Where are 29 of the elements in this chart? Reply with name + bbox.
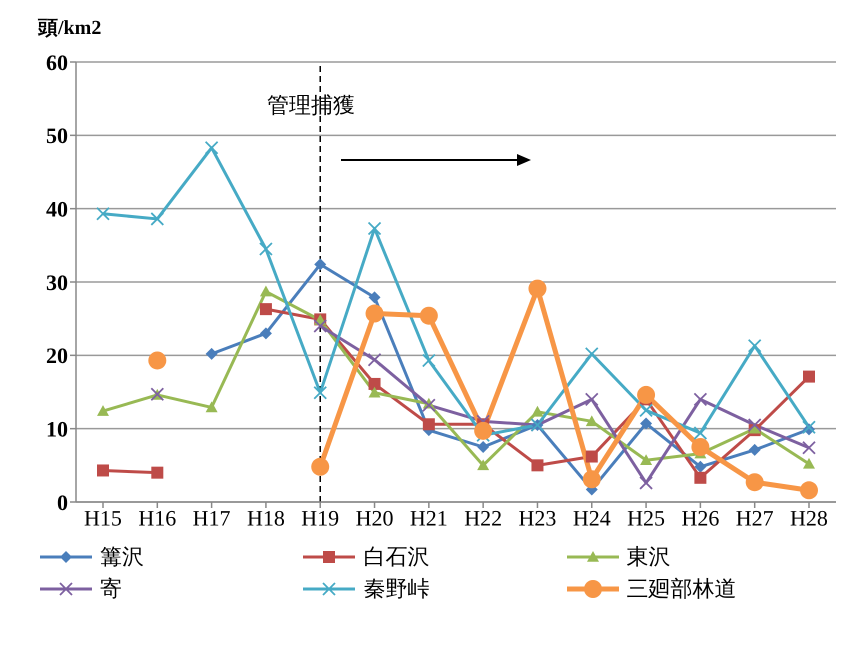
y-tick-label: 0 <box>57 490 68 515</box>
x-tick-label: H21 <box>410 506 448 531</box>
x-tick-label: H19 <box>301 506 340 531</box>
legend-label: 篝沢 <box>100 544 144 572</box>
x-tick-label: H17 <box>192 506 231 531</box>
x-tick-label: H23 <box>518 506 556 531</box>
legend-label: 白石沢 <box>363 544 430 572</box>
legend-label: 東沢 <box>626 544 671 572</box>
x-tick-label: H15 <box>84 506 122 531</box>
y-tick-label: 40 <box>46 196 68 222</box>
x-tick-label: H28 <box>790 506 828 531</box>
y-axis-title: 頭/km2 <box>36 16 102 41</box>
y-tick-label: 60 <box>46 50 68 75</box>
x-tick-label: H18 <box>246 506 285 531</box>
x-tick-label: H20 <box>356 506 394 531</box>
x-tick-label: H22 <box>464 506 502 531</box>
x-tick-label: H26 <box>681 506 720 531</box>
x-tick-label: H25 <box>627 506 666 531</box>
legend-label: 三廻部林道 <box>626 576 737 604</box>
x-tick-label: H16 <box>138 506 176 531</box>
y-tick-label: 30 <box>46 270 68 295</box>
y-tick-label: 10 <box>46 416 68 442</box>
ref-line-label: 管理捕獲 <box>267 94 356 119</box>
x-tick-label: H27 <box>736 506 774 531</box>
y-tick-label: 20 <box>46 343 68 368</box>
legend-label: 寄 <box>100 576 122 604</box>
legend-label: 秦野峠 <box>363 576 430 604</box>
x-tick-label: H24 <box>572 506 611 531</box>
y-tick-label: 50 <box>46 123 68 148</box>
